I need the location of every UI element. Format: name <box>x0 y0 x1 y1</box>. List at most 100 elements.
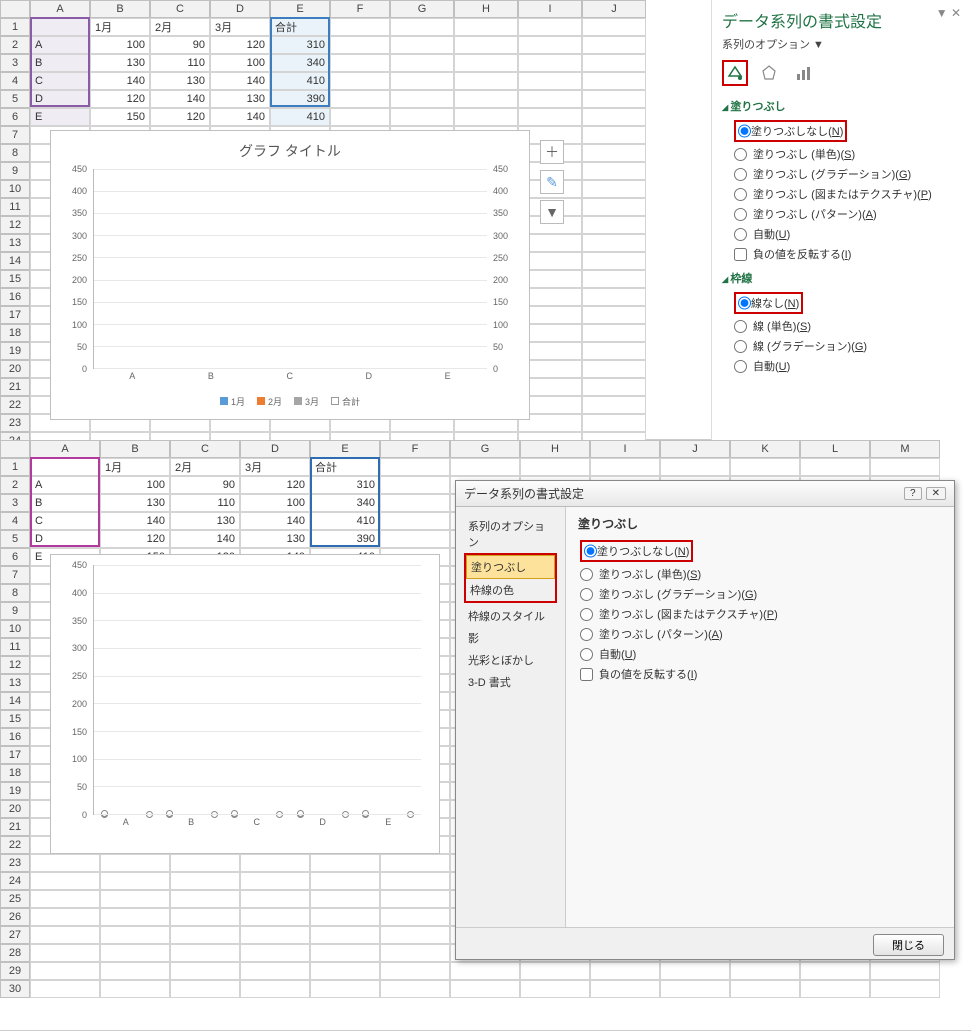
cell[interactable]: 120 <box>150 108 210 126</box>
cell[interactable]: 140 <box>100 512 170 530</box>
cell[interactable] <box>240 890 310 908</box>
cell[interactable] <box>870 980 940 998</box>
cell[interactable]: 130 <box>150 72 210 90</box>
cell[interactable] <box>518 108 582 126</box>
cell[interactable] <box>380 908 450 926</box>
cell[interactable]: 1月 <box>90 18 150 36</box>
panel-subtitle[interactable]: 系列のオプション ▼ <box>722 36 961 52</box>
cell[interactable] <box>450 962 520 980</box>
cell[interactable] <box>582 108 646 126</box>
cell[interactable] <box>582 216 646 234</box>
bars[interactable] <box>94 169 487 368</box>
col-header[interactable]: B <box>100 440 170 458</box>
row-header[interactable]: 1 <box>0 458 30 476</box>
row-header[interactable]: 7 <box>0 126 30 144</box>
cell[interactable] <box>390 72 454 90</box>
cell[interactable]: 100 <box>100 476 170 494</box>
dlg-cat[interactable]: 影 <box>464 627 557 649</box>
cell[interactable]: A <box>30 36 90 54</box>
dlg-cat[interactable]: 3-D 書式 <box>464 671 557 693</box>
cell[interactable]: 130 <box>210 90 270 108</box>
row-header[interactable]: 22 <box>0 836 30 854</box>
cell[interactable]: 90 <box>150 36 210 54</box>
fill-option[interactable]: 塗りつぶし (パターン)(A) <box>722 204 961 224</box>
cell[interactable]: 130 <box>240 530 310 548</box>
dlg-fill-option[interactable]: 塗りつぶし (図またはテクスチャ)(P) <box>578 604 942 624</box>
cell[interactable] <box>170 872 240 890</box>
cell[interactable] <box>518 90 582 108</box>
fill-option[interactable]: 自動(U) <box>722 224 961 244</box>
cell[interactable]: 340 <box>270 54 330 72</box>
dialog-category-list[interactable]: 系列のオプション塗りつぶし枠線の色枠線のスタイル影光彩とぼかし3-D 書式 <box>456 507 566 927</box>
cell[interactable] <box>240 908 310 926</box>
cell[interactable] <box>100 854 170 872</box>
cell[interactable] <box>30 458 100 476</box>
dlg-fill-option[interactable]: 塗りつぶし (グラデーション)(G) <box>578 584 942 604</box>
row-header[interactable]: 23 <box>0 854 30 872</box>
cell[interactable] <box>520 962 590 980</box>
cell[interactable] <box>170 890 240 908</box>
cell[interactable] <box>454 90 518 108</box>
cell[interactable] <box>582 396 646 414</box>
cell[interactable]: 130 <box>90 54 150 72</box>
row-header[interactable]: 11 <box>0 198 30 216</box>
cell[interactable] <box>330 90 390 108</box>
cell[interactable] <box>582 162 646 180</box>
row-header[interactable]: 11 <box>0 638 30 656</box>
radio[interactable] <box>734 208 747 221</box>
row-header[interactable]: 5 <box>0 90 30 108</box>
cell[interactable] <box>100 890 170 908</box>
cell[interactable] <box>582 90 646 108</box>
cell[interactable] <box>240 980 310 998</box>
cell[interactable]: 120 <box>100 530 170 548</box>
row-header[interactable]: 2 <box>0 36 30 54</box>
cell[interactable] <box>240 962 310 980</box>
row-header[interactable]: 3 <box>0 54 30 72</box>
cell[interactable] <box>380 530 450 548</box>
legend-item[interactable]: 2月 <box>257 395 282 408</box>
fill-option[interactable]: 塗りつぶし (図またはテクスチャ)(P) <box>722 184 961 204</box>
radio[interactable] <box>734 228 747 241</box>
cell[interactable] <box>310 890 380 908</box>
cell[interactable] <box>520 458 590 476</box>
col-header[interactable]: M <box>870 440 940 458</box>
cell[interactable] <box>30 854 100 872</box>
dlg-fill-option[interactable]: 塗りつぶし (単色)(S) <box>578 564 942 584</box>
row-header[interactable]: 6 <box>0 548 30 566</box>
cell[interactable] <box>240 872 310 890</box>
cell[interactable] <box>454 54 518 72</box>
cell[interactable] <box>518 36 582 54</box>
row-header[interactable]: 17 <box>0 746 30 764</box>
row-header[interactable]: 2 <box>0 476 30 494</box>
cell[interactable]: 120 <box>210 36 270 54</box>
cell[interactable]: B <box>30 54 90 72</box>
row-header[interactable]: 24 <box>0 872 30 890</box>
cell[interactable] <box>582 180 646 198</box>
col-header[interactable]: A <box>30 0 90 18</box>
cell[interactable] <box>582 306 646 324</box>
fill-option[interactable]: 自動(U) <box>722 356 961 376</box>
cell[interactable] <box>582 198 646 216</box>
col-header[interactable]: C <box>170 440 240 458</box>
cell[interactable] <box>590 458 660 476</box>
dlg-fill-option[interactable]: 塗りつぶしなし(N) <box>578 538 942 564</box>
radio[interactable] <box>580 648 593 661</box>
row-header[interactable]: 17 <box>0 306 30 324</box>
row-header[interactable]: 22 <box>0 396 30 414</box>
negative-invert-checkbox[interactable]: 負の値を反転する(I) <box>722 244 961 264</box>
cell[interactable] <box>582 270 646 288</box>
cell[interactable]: 100 <box>210 54 270 72</box>
dlg-fill-option[interactable]: 塗りつぶし (パターン)(A) <box>578 624 942 644</box>
cell[interactable] <box>30 908 100 926</box>
cell[interactable] <box>380 944 450 962</box>
cell[interactable] <box>590 962 660 980</box>
cell[interactable] <box>518 72 582 90</box>
radio[interactable] <box>738 123 751 139</box>
cell[interactable] <box>582 252 646 270</box>
cell[interactable]: 390 <box>310 530 380 548</box>
cell[interactable] <box>590 980 660 998</box>
cell[interactable] <box>582 414 646 432</box>
row-header[interactable]: 14 <box>0 692 30 710</box>
row-header[interactable]: 25 <box>0 890 30 908</box>
cell[interactable] <box>170 944 240 962</box>
